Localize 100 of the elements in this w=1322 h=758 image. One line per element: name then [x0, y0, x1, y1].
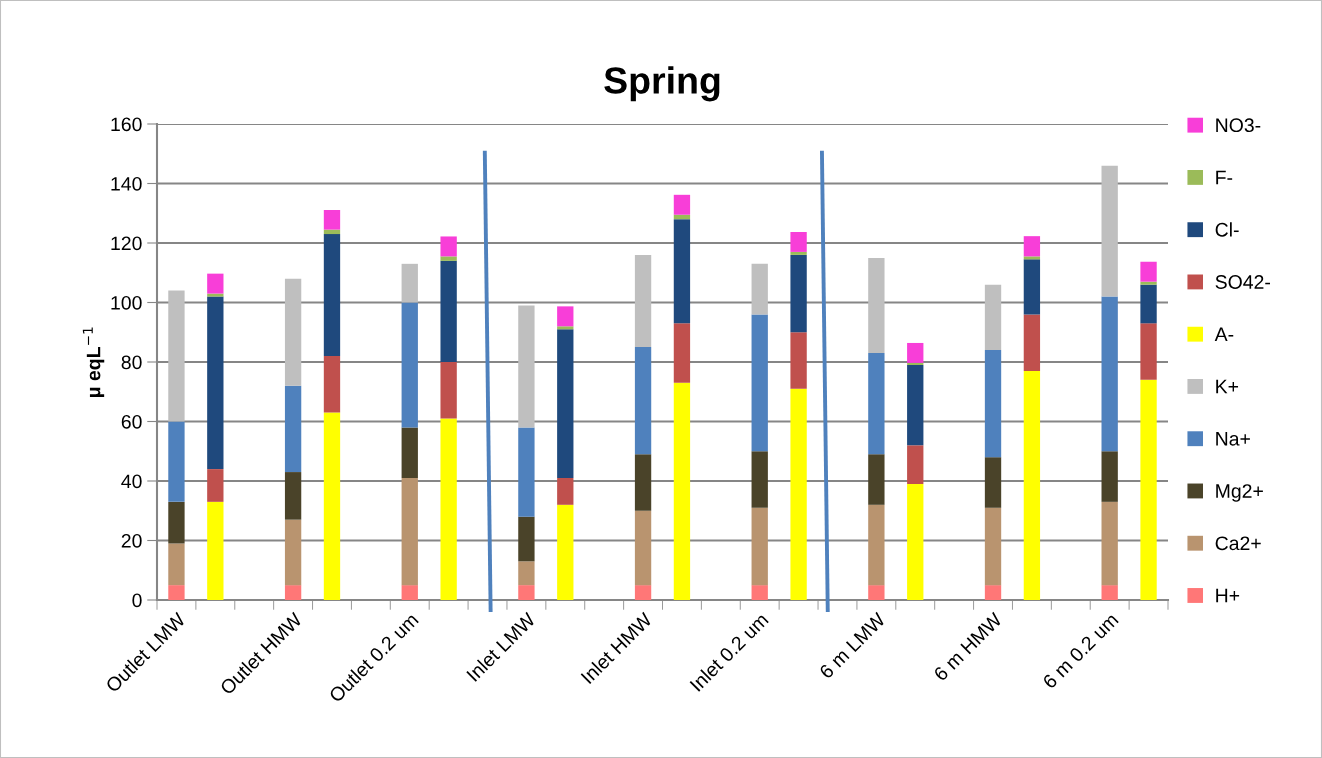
bar — [323, 412, 341, 600]
y-tick-label: 60 — [121, 414, 142, 429]
bar — [868, 504, 885, 586]
bar — [1140, 379, 1157, 600]
bar — [790, 254, 807, 333]
bar — [207, 501, 224, 600]
bar — [323, 356, 341, 413]
x-tick-label: 6 m 0.2 um — [1041, 612, 1119, 690]
legend-label: K+ — [1216, 379, 1239, 394]
bar — [907, 483, 924, 600]
bar — [557, 306, 574, 327]
y-tick-label: 160 — [111, 117, 142, 132]
bar — [440, 260, 457, 362]
bar — [1023, 236, 1041, 257]
y-tick-label: 20 — [121, 533, 142, 548]
bar — [790, 231, 807, 252]
bar — [1101, 451, 1118, 502]
bar — [790, 388, 807, 600]
bar — [557, 329, 574, 479]
bar — [751, 314, 768, 452]
legend-label: Mg2+ — [1216, 484, 1263, 502]
bar — [1101, 585, 1118, 600]
bar — [440, 236, 457, 257]
legend-label: Na+ — [1216, 432, 1250, 446]
bar — [984, 507, 1002, 586]
bar — [557, 326, 574, 330]
bar — [1140, 261, 1157, 282]
bar — [984, 284, 1002, 351]
bar — [1140, 323, 1157, 380]
bar — [401, 302, 418, 428]
bar — [984, 585, 1002, 600]
bar — [1023, 256, 1041, 260]
bar — [907, 342, 924, 363]
bar — [284, 385, 302, 473]
y-tick-label: 0 — [132, 593, 142, 608]
bar — [168, 585, 185, 600]
y-tick-label: 100 — [111, 295, 142, 310]
bar — [673, 323, 691, 383]
bar — [634, 254, 652, 348]
bar — [1140, 281, 1157, 285]
legend-label: A- — [1214, 327, 1234, 341]
legend-label: H+ — [1216, 588, 1240, 603]
bar — [868, 353, 885, 455]
bar — [790, 332, 807, 389]
bar — [168, 543, 185, 586]
bar — [557, 504, 574, 600]
bar — [907, 362, 924, 365]
bar — [634, 585, 652, 600]
bar — [284, 472, 302, 520]
bar — [984, 457, 1002, 508]
bar — [868, 454, 885, 505]
bar — [634, 510, 652, 586]
bar — [401, 585, 418, 600]
bar — [751, 507, 768, 586]
bar — [1023, 314, 1041, 371]
bar — [207, 296, 224, 470]
y-tick-label: 140 — [111, 176, 142, 191]
bar — [557, 478, 574, 505]
bar — [207, 293, 224, 297]
x-tick-label: Inlet 0.2 um — [689, 612, 769, 692]
legend-label: F- — [1216, 170, 1233, 185]
bar — [751, 451, 768, 508]
y-tick-label: 80 — [121, 355, 142, 370]
bar — [518, 427, 535, 517]
bar — [401, 478, 418, 586]
bar — [907, 364, 924, 446]
legend-label: Ca2+ — [1215, 536, 1261, 551]
bar — [634, 347, 652, 455]
bar — [168, 501, 185, 544]
bar — [168, 421, 185, 502]
bar — [673, 219, 691, 324]
bar — [1023, 259, 1041, 315]
bar — [518, 585, 535, 600]
bar — [168, 290, 185, 422]
bar — [1140, 284, 1157, 324]
y-tick-label: 40 — [121, 474, 142, 489]
bar — [440, 256, 457, 261]
bar — [1101, 501, 1118, 586]
bar — [984, 350, 1002, 458]
bar — [284, 519, 302, 586]
legend-label: Cl- — [1215, 222, 1239, 237]
bar — [907, 445, 924, 484]
bar — [440, 362, 457, 419]
bar — [518, 305, 535, 428]
bar — [790, 251, 807, 255]
bar — [518, 561, 535, 586]
legend-label: SO42- — [1215, 275, 1270, 289]
bar — [868, 585, 885, 600]
bar — [284, 585, 302, 600]
bar — [207, 273, 224, 294]
bar — [673, 194, 691, 215]
bar — [207, 469, 224, 502]
bar — [440, 418, 457, 600]
bar — [751, 263, 768, 315]
bar — [284, 278, 302, 386]
bar — [323, 209, 341, 230]
bar — [868, 257, 885, 354]
y-tick-label: 120 — [111, 236, 142, 251]
legend-label: NO3- — [1216, 118, 1261, 133]
chart-title: Spring — [604, 66, 720, 102]
